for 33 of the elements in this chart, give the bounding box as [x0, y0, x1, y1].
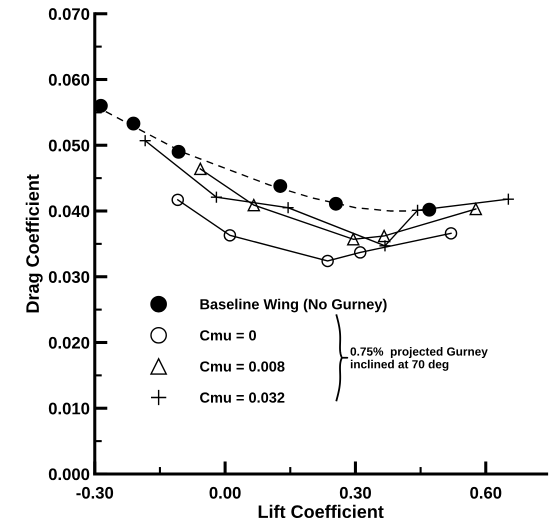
point [470, 202, 482, 216]
point [378, 230, 390, 242]
x-tick-label: -0.30 [76, 486, 114, 499]
legend-label: Cmu = 0 [200, 330, 256, 341]
legend-label: Cmu = 0.008 [200, 361, 285, 372]
point [347, 233, 360, 246]
legend-label: Cmu = 0.032 [200, 392, 284, 403]
y-tick-label: 0.030 [48, 271, 90, 283]
legend-label: Baseline Wing (No Gurney) [200, 298, 387, 312]
y-axis-title: Drag Coefficient [26, 174, 43, 312]
x-tick-label: 0.60 [470, 486, 502, 499]
y-tick-label: 0.070 [48, 8, 90, 20]
y-tick-label: 0.000 [48, 468, 90, 480]
point [126, 116, 140, 130]
point [444, 227, 458, 240]
y-tick-label: 0.040 [48, 205, 90, 218]
point [248, 198, 260, 212]
point [321, 254, 334, 268]
point [172, 144, 186, 159]
x-axis-title: Lift Coefficient [258, 504, 384, 518]
point [194, 162, 207, 176]
x-tick-label: 0.30 [340, 486, 371, 499]
point [354, 246, 366, 259]
annotation: 0.75% projected Gurney inclined at 70 deg [350, 347, 488, 371]
point [224, 229, 236, 242]
y-tick-label: 0.010 [48, 402, 90, 414]
x-tick-label: 0.00 [210, 486, 241, 499]
point [273, 179, 288, 193]
y-tick-label: 0.020 [48, 336, 90, 349]
y-tick-label: 0.050 [48, 140, 90, 152]
point [172, 194, 184, 206]
point [328, 196, 343, 211]
y-tick-label: 0.060 [48, 74, 90, 86]
